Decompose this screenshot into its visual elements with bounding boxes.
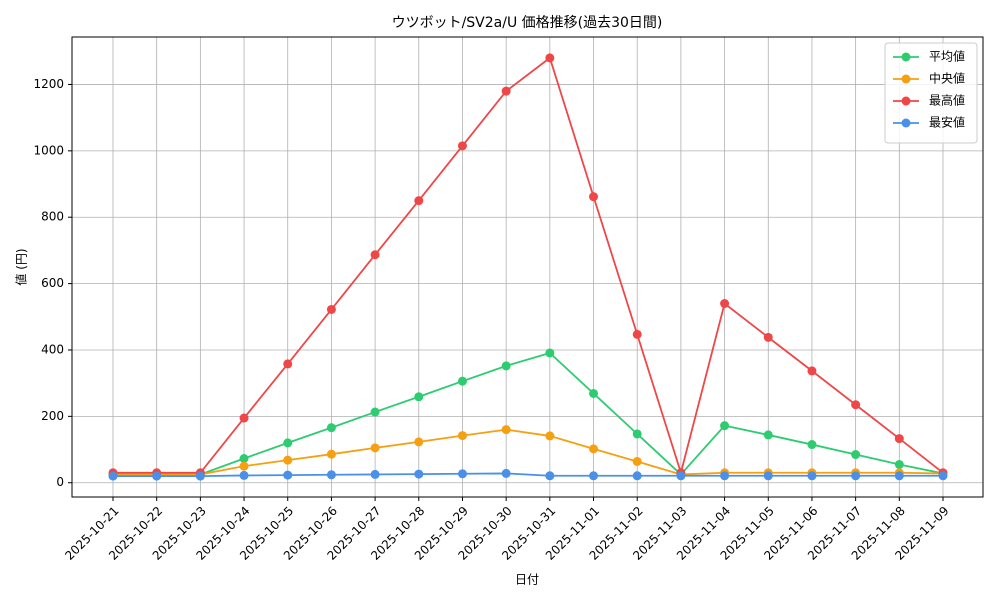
y-tick-label: 1000 [33,143,64,157]
data-point [632,329,642,339]
series-line [113,472,943,477]
data-point [763,332,773,342]
data-point [414,469,424,479]
data-point [457,469,467,479]
data-point [370,250,380,260]
legend-box [884,42,978,144]
data-point [326,470,336,480]
data-point [894,434,904,444]
data-point [283,455,293,465]
data-point [632,429,642,439]
y-tick-label: 400 [41,342,64,356]
data-point [414,196,424,206]
data-point [589,471,599,481]
data-point [239,413,249,423]
x-axis-label: 日付 [515,573,539,587]
data-point [414,392,424,402]
data-point [807,471,817,481]
data-point [545,431,555,441]
data-point [501,425,511,435]
plot-frame [71,36,984,498]
legend-label: 中央値 [929,71,965,86]
legend-label: 最安値 [929,115,965,130]
data-point [283,438,293,448]
data-point [501,86,511,96]
data-point [283,470,293,480]
data-point [676,471,686,481]
series-line [113,428,944,476]
data-point [894,471,904,481]
data-point [938,471,948,481]
legend-marker [901,52,911,62]
data-point [807,366,817,376]
legend-marker [901,74,911,84]
legend-marker [901,96,911,106]
data-point [545,348,555,358]
data-point [239,461,249,471]
data-point [763,471,773,481]
data-point [152,471,162,481]
data-point [370,469,380,479]
y-tick-label: 600 [41,276,64,290]
data-point [545,53,555,63]
data-point [501,468,511,478]
data-point [457,376,467,386]
data-point [589,444,599,454]
data-point [589,388,599,398]
series-line [113,56,944,477]
data-point [632,471,642,481]
y-tick-label: 200 [41,409,64,423]
data-point [851,450,861,460]
legend-label: 平均値 [929,49,965,64]
data-point [720,471,730,481]
data-point [414,437,424,447]
data-point [632,456,642,466]
data-point [763,430,773,440]
data-point [851,400,861,410]
legend-label: 最高値 [929,93,965,108]
data-point [720,421,730,431]
legend-marker [901,118,911,128]
data-point [108,471,118,481]
data-point [195,471,205,481]
data-point [370,407,380,417]
data-point [589,192,599,202]
data-point [326,449,336,459]
data-point [370,443,380,453]
data-point [457,431,467,441]
data-point [239,454,249,464]
data-point [851,471,861,481]
y-axis-label: 値 (円) [14,248,29,285]
data-point [283,359,293,369]
chart-title: ウツボット/SV2a/U 価格推移(過去30日間) [392,15,663,31]
data-point [239,470,249,480]
data-point [720,299,730,309]
data-point [807,440,817,450]
y-tick-label: 800 [41,210,64,224]
data-point [545,471,555,481]
y-tick-label: 1200 [33,77,64,91]
data-point [326,423,336,433]
data-point [501,361,511,371]
series-line [113,351,944,476]
data-point [894,459,904,469]
y-tick-label: 0 [56,475,64,489]
data-point [326,304,336,314]
data-point [457,141,467,151]
